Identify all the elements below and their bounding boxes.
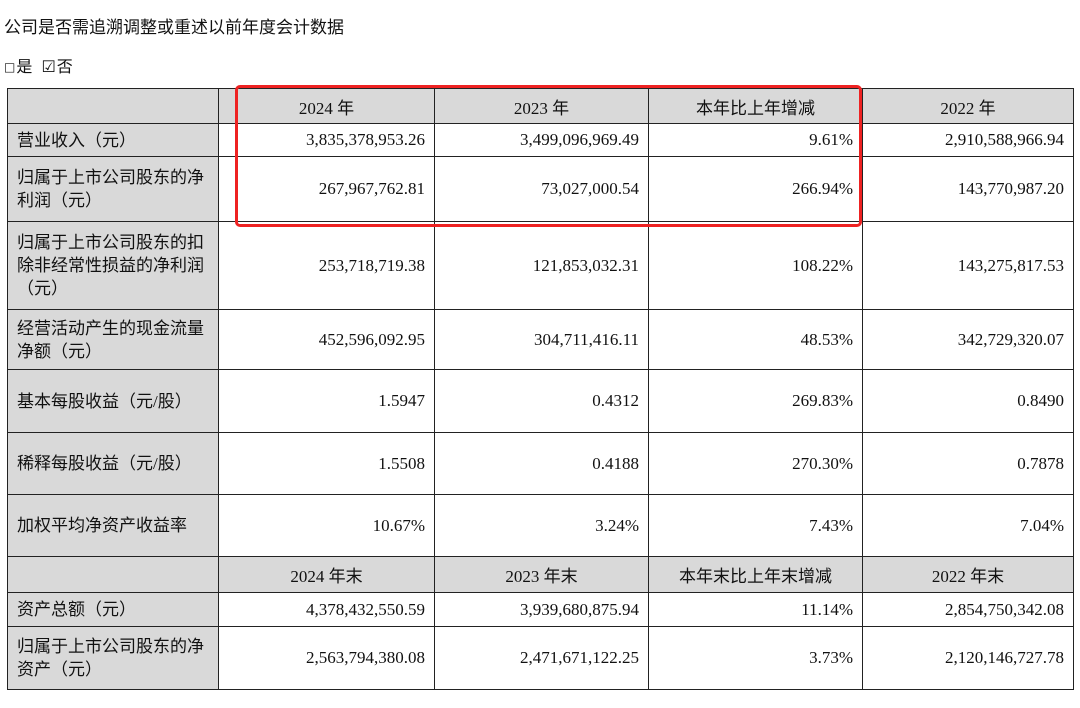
header-2022: 2022 年 — [862, 88, 1074, 124]
table-row: 经营活动产生的现金流量净额（元） 452,596,092.95 304,711,… — [7, 309, 1074, 370]
restatement-choice: □是 ☑否 — [4, 55, 73, 79]
cell-2023: 3.24% — [434, 494, 649, 557]
cell-change: 3.73% — [648, 626, 863, 690]
cell-change: 269.83% — [648, 369, 863, 433]
cell-2022: 143,770,987.20 — [862, 156, 1074, 222]
row-label: 归属于上市公司股东的扣除非经常性损益的净利润（元） — [7, 221, 219, 310]
cell-2022: 143,275,817.53 — [862, 221, 1074, 310]
cell-2023: 0.4188 — [434, 432, 649, 495]
table-row: 归属于上市公司股东的扣除非经常性损益的净利润（元） 253,718,719.38… — [7, 221, 1074, 310]
row-label: 基本每股收益（元/股） — [7, 369, 219, 433]
cell-change: 108.22% — [648, 221, 863, 310]
cell-2024: 267,967,762.81 — [218, 156, 435, 222]
subheader-change: 本年末比上年末增减 — [648, 556, 863, 593]
cell-2024: 253,718,719.38 — [218, 221, 435, 310]
cell-2023: 0.4312 — [434, 369, 649, 433]
cell-2024: 4,378,432,550.59 — [218, 592, 435, 627]
header-change: 本年比上年增减 — [648, 88, 863, 124]
header-2023: 2023 年 — [434, 88, 649, 124]
table-row: 稀释每股收益（元/股） 1.5508 0.4188 270.30% 0.7878 — [7, 432, 1074, 495]
yes-checkbox: □ — [4, 60, 16, 74]
table-row: 归属于上市公司股东的净资产（元） 2,563,794,380.08 2,471,… — [7, 626, 1074, 690]
cell-2022: 0.8490 — [862, 369, 1074, 433]
cell-2022: 342,729,320.07 — [862, 309, 1074, 370]
cell-2022: 2,854,750,342.08 — [862, 592, 1074, 627]
cell-2022: 2,120,146,727.78 — [862, 626, 1074, 690]
cell-2024: 2,563,794,380.08 — [218, 626, 435, 690]
row-label: 资产总额（元） — [7, 592, 219, 627]
cell-change: 270.30% — [648, 432, 863, 495]
no-checkbox-checked: ☑ — [41, 57, 56, 76]
row-label: 加权平均净资产收益率 — [7, 494, 219, 557]
cell-2023: 73,027,000.54 — [434, 156, 649, 222]
table-row: 营业收入（元） 3,835,378,953.26 3,499,096,969.4… — [7, 123, 1074, 157]
cell-2023: 3,499,096,969.49 — [434, 123, 649, 157]
subheader-2023: 2023 年末 — [434, 556, 649, 593]
table-subheader-row: 2024 年末 2023 年末 本年末比上年末增减 2022 年末 — [7, 556, 1074, 593]
cell-2024: 1.5508 — [218, 432, 435, 495]
row-label: 归属于上市公司股东的净资产（元） — [7, 626, 219, 690]
row-label: 归属于上市公司股东的净利润（元） — [7, 156, 219, 222]
cell-change: 266.94% — [648, 156, 863, 222]
cell-2023: 121,853,032.31 — [434, 221, 649, 310]
cell-change: 48.53% — [648, 309, 863, 370]
yes-label: 是 — [16, 57, 33, 76]
cell-2022: 2,910,588,966.94 — [862, 123, 1074, 157]
row-label: 稀释每股收益（元/股） — [7, 432, 219, 495]
cell-2023: 3,939,680,875.94 — [434, 592, 649, 627]
table-row: 加权平均净资产收益率 10.67% 3.24% 7.43% 7.04% — [7, 494, 1074, 557]
row-label: 经营活动产生的现金流量净额（元） — [7, 309, 219, 370]
table-header-row: 2024 年 2023 年 本年比上年增减 2022 年 — [7, 88, 1074, 124]
financial-data-table: 2024 年 2023 年 本年比上年增减 2022 年 营业收入（元） 3,8… — [7, 88, 1074, 690]
no-label: 否 — [56, 57, 73, 76]
header-2024: 2024 年 — [218, 88, 435, 124]
cell-2022: 0.7878 — [862, 432, 1074, 495]
cell-change: 9.61% — [648, 123, 863, 157]
table-row: 资产总额（元） 4,378,432,550.59 3,939,680,875.9… — [7, 592, 1074, 627]
subheader-2024: 2024 年末 — [218, 556, 435, 593]
cell-change: 11.14% — [648, 592, 863, 627]
header-blank — [7, 88, 219, 124]
cell-2024: 452,596,092.95 — [218, 309, 435, 370]
table-row: 归属于上市公司股东的净利润（元） 267,967,762.81 73,027,0… — [7, 156, 1074, 222]
cell-change: 7.43% — [648, 494, 863, 557]
cell-2022: 7.04% — [862, 494, 1074, 557]
cell-2024: 3,835,378,953.26 — [218, 123, 435, 157]
cell-2023: 304,711,416.11 — [434, 309, 649, 370]
cell-2023: 2,471,671,122.25 — [434, 626, 649, 690]
page-heading: 公司是否需追溯调整或重述以前年度会计数据 — [4, 18, 344, 38]
subheader-blank — [7, 556, 219, 593]
row-label: 营业收入（元） — [7, 123, 219, 157]
table-row: 基本每股收益（元/股） 1.5947 0.4312 269.83% 0.8490 — [7, 369, 1074, 433]
cell-2024: 10.67% — [218, 494, 435, 557]
subheader-2022: 2022 年末 — [862, 556, 1074, 593]
cell-2024: 1.5947 — [218, 369, 435, 433]
